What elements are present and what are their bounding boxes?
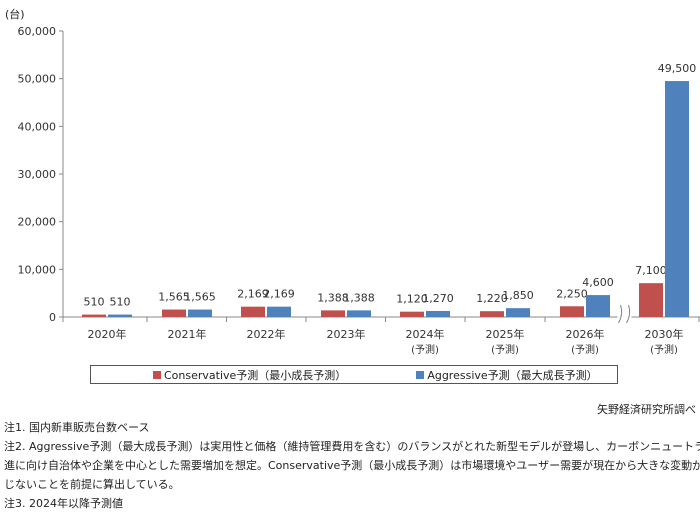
bar-chart: 0 10,000 20,000 30,000 40,000 50,000 60,000 510…	[18, 25, 700, 356]
footnote-2-line-2: 進に向け自治体や企業を中心とした需要増加を想定。Conservative予測（最…	[4, 459, 700, 472]
bar-conservative	[480, 311, 504, 317]
legend-swatch-aggressive	[416, 370, 425, 379]
y-axis-unit-label: (台)	[5, 8, 25, 21]
data-label: 1,270	[422, 292, 454, 305]
x-category-sublabel: (予測)	[650, 343, 678, 356]
data-label: 1,388	[343, 291, 375, 304]
footnotes: 注1. 国内新車販売台数ベース 注2. Aggressive予測（最大成長予測）…	[4, 418, 700, 513]
x-category-label: 2025年	[486, 327, 525, 341]
legend-swatch-conservative	[153, 370, 161, 379]
bar-conservative	[321, 310, 345, 317]
x-category-label: 2022年	[247, 327, 286, 341]
x-category-label: 2021年	[168, 327, 207, 341]
data-label: 510	[84, 296, 105, 309]
axis-break-mark	[626, 304, 631, 324]
bar-aggressive	[347, 310, 371, 317]
data-label: 2,250	[556, 287, 588, 300]
y-tick-label: 0	[49, 311, 56, 324]
data-label: 1,220	[476, 292, 508, 305]
data-label: 1,120	[396, 293, 428, 306]
x-category-label: 2024年	[406, 327, 445, 341]
bar-aggressive	[426, 310, 450, 317]
bar-conservative	[400, 311, 424, 317]
y-tick-label: 30,000	[18, 168, 57, 181]
x-category-sublabel: (予測)	[491, 343, 519, 356]
bar-aggressive	[506, 308, 530, 317]
data-label: 2,169	[263, 288, 295, 301]
data-label: 1,850	[502, 289, 534, 302]
footnote-3: 注3. 2024年以降予測値	[4, 497, 123, 510]
bar-conservative	[560, 306, 584, 317]
x-category-label: 2026年	[566, 327, 605, 341]
legend-label-conservative: Conservative予測（最小成長予測）	[164, 368, 347, 382]
bar-aggressive	[108, 314, 132, 317]
data-label: 510	[110, 296, 131, 309]
y-tick-label: 40,000	[18, 120, 57, 133]
y-tick-label: 60,000	[18, 25, 57, 38]
x-category-label: 2030年	[645, 327, 684, 341]
footnote-2-line-1: 注2. Aggressive予測（最大成長予測）は実用性と価格（維持管理費用を含…	[4, 440, 700, 453]
y-tick-label: 20,000	[18, 216, 57, 229]
bar-conservative	[162, 309, 186, 317]
x-category-label: 2023年	[327, 327, 366, 341]
axis-break-mark	[618, 304, 623, 324]
y-tick-label: 10,000	[18, 263, 57, 276]
x-category-label: 2020年	[88, 327, 127, 341]
bar-conservative	[639, 283, 663, 317]
legend-label-aggressive: Aggressive予測（最大成長予測）	[427, 368, 598, 382]
source-note: 矢野経済研究所調べ	[597, 403, 696, 416]
footnote-2-line-3: じないことを前提に算出している。	[4, 478, 180, 491]
bar-conservative	[82, 314, 106, 317]
data-label: 49,500	[658, 62, 697, 75]
data-label: 4,600	[582, 276, 614, 289]
footnote-1: 注1. 国内新車販売台数ベース	[4, 421, 150, 434]
data-label: 2,169	[237, 288, 269, 301]
bar-aggressive	[586, 295, 610, 317]
y-tick-label: 50,000	[18, 73, 57, 86]
chart-legend: Conservative予測（最小成長予測） Aggressive予測（最大成長…	[90, 365, 618, 384]
bar-aggressive	[188, 309, 212, 317]
bar-aggressive	[665, 81, 689, 317]
bar-conservative	[241, 306, 265, 317]
bar-aggressive	[267, 306, 291, 317]
data-label: 7,100	[635, 264, 667, 277]
legend-item-conservative: Conservative予測（最小成長予測）	[153, 367, 346, 383]
x-category-sublabel: (予測)	[411, 343, 439, 356]
data-label: 1,565	[158, 291, 190, 304]
legend-item-aggressive: Aggressive予測（最大成長予測）	[416, 367, 598, 383]
data-label: 1,565	[184, 291, 216, 304]
x-category-sublabel: (予測)	[571, 343, 599, 356]
data-label: 1,388	[317, 291, 349, 304]
